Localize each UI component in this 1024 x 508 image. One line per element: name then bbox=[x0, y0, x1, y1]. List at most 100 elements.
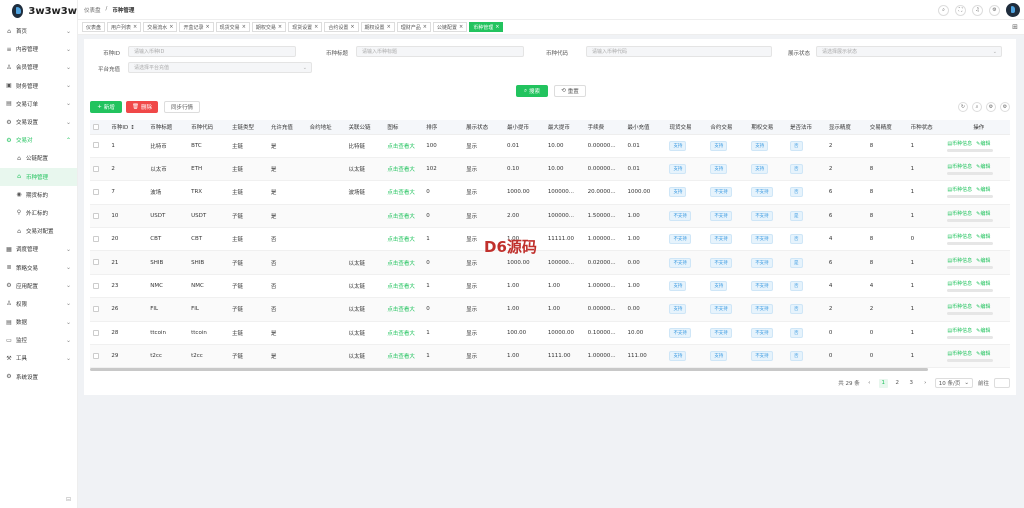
sidebar-item-5[interactable]: ⚙ 交易设置 ⌄ bbox=[0, 113, 77, 131]
edit-button[interactable]: ✎编辑 bbox=[976, 210, 990, 217]
search-icon[interactable]: ⌕ bbox=[938, 4, 949, 16]
settings-icon[interactable]: ⚙ bbox=[989, 4, 1000, 16]
tab-4[interactable]: 现货交易 × bbox=[215, 22, 250, 32]
view-icon-link[interactable]: 点击查看大 bbox=[387, 143, 415, 150]
view-icon-link[interactable]: 点击查看大 bbox=[387, 237, 415, 244]
coin-info-button[interactable]: ▤币种信息 bbox=[947, 327, 972, 334]
view-icon-link[interactable]: 点击查看大 bbox=[387, 260, 415, 267]
sidebar-item-8[interactable]: ⌂ 币种管理 bbox=[0, 167, 77, 186]
view-icon-link[interactable]: 点击查看大 bbox=[387, 330, 415, 337]
page-number[interactable]: 2 bbox=[895, 380, 900, 386]
row-checkbox[interactable] bbox=[93, 282, 99, 289]
coin-code-input[interactable]: 请输入币种代码 bbox=[586, 46, 772, 57]
edit-button[interactable]: ✎编辑 bbox=[976, 186, 990, 193]
sidebar-item-7[interactable]: ⌂ 公链配置 bbox=[0, 149, 77, 167]
table-row[interactable]: 21 SHIB SHIB 子链 否 以太链 点击查看大 0 显示 1000.00 100000...… bbox=[90, 250, 1010, 275]
notification-icon[interactable]: ♫ bbox=[972, 4, 983, 16]
edit-button[interactable]: ✎编辑 bbox=[976, 257, 990, 264]
edit-button[interactable]: ✎编辑 bbox=[976, 350, 990, 357]
logo[interactable]: 3w3w3w bbox=[0, 0, 77, 22]
next-page-icon[interactable]: › bbox=[924, 380, 927, 386]
sidebar-item-11[interactable]: ⌂ 交易对配置 bbox=[0, 222, 77, 240]
table-row[interactable]: 1 比特币 BTC 主链 是 比特链 点击查看大 100 显示 0.01 10.00 0.00000.… bbox=[90, 134, 1010, 158]
table-settings-icon[interactable]: ⚙ bbox=[1000, 102, 1010, 112]
view-icon-link[interactable]: 点击查看大 bbox=[387, 307, 415, 314]
coin-info-button[interactable]: ▤币种信息 bbox=[947, 186, 972, 193]
table-row[interactable]: 20 CBT CBT 主链 否 点击查看大 1 显示 1.00 11111.00 1.00000..… bbox=[90, 227, 1010, 252]
sidebar-item-9[interactable]: ◉ 期货标的 bbox=[0, 186, 77, 204]
coin-info-button[interactable]: ▤币种信息 bbox=[947, 163, 972, 170]
sidebar-item-4[interactable]: ▤ 交易订单 ⌄ bbox=[0, 95, 77, 113]
tab-3[interactable]: 开盒记录 × bbox=[179, 22, 214, 32]
columns-icon[interactable]: ⚙ bbox=[986, 102, 996, 112]
tabs-menu-icon[interactable]: ⊞ bbox=[1012, 23, 1018, 31]
table-row[interactable]: 10 USDT USDT 子链 是 点击查看大 0 显示 2.00 100000... 1.5000… bbox=[90, 204, 1010, 229]
row-checkbox[interactable] bbox=[93, 165, 99, 172]
close-icon[interactable]: × bbox=[205, 24, 210, 30]
sidebar-item-10[interactable]: ⚲ 外汇标的 bbox=[0, 204, 77, 222]
page-number[interactable]: 1 bbox=[878, 378, 888, 388]
close-icon[interactable]: × bbox=[169, 24, 174, 30]
refresh-icon[interactable]: ↻ bbox=[958, 102, 968, 112]
sidebar-item-2[interactable]: ♙ 会员管理 ⌄ bbox=[0, 58, 77, 76]
column-header[interactable]: 币种ID ↕ bbox=[108, 120, 148, 135]
tab-10[interactable]: 公链配置 × bbox=[432, 22, 468, 32]
reset-button[interactable]: ⟲ 重置 bbox=[554, 85, 586, 97]
tab-6[interactable]: 现货设置 × bbox=[288, 22, 323, 32]
table-row[interactable]: 28 ttcoin ttcoin 主链 是 以太链 点击查看大 1 显示 100.00 10000.… bbox=[90, 321, 1010, 346]
row-checkbox[interactable] bbox=[93, 329, 99, 336]
coin-info-button[interactable]: ▤币种信息 bbox=[947, 303, 972, 310]
close-icon[interactable]: × bbox=[495, 24, 500, 30]
table-row[interactable]: 7 波场 TRX 主链 是 波场链 点击查看大 0 显示 1000.00 100000... 20.0… bbox=[90, 180, 1010, 205]
edit-button[interactable]: ✎编辑 bbox=[976, 303, 990, 310]
platform-deposit-select[interactable]: 请选择平台充值 ⌄ bbox=[128, 62, 312, 73]
tab-1[interactable]: 用户列表 × bbox=[107, 22, 142, 32]
view-icon-link[interactable]: 点击查看大 bbox=[387, 167, 415, 174]
view-icon-link[interactable]: 点击查看大 bbox=[387, 284, 415, 291]
sidebar-item-19[interactable]: ⚙ 系统设置 bbox=[0, 368, 77, 386]
close-icon[interactable]: × bbox=[277, 24, 283, 30]
close-icon[interactable]: × bbox=[314, 24, 319, 30]
sidebar-item-18[interactable]: ⚒ 工具 ⌄ bbox=[0, 349, 77, 367]
close-icon[interactable]: × bbox=[350, 24, 355, 30]
row-checkbox[interactable] bbox=[93, 142, 99, 149]
display-status-select[interactable]: 请选择展示状态 ⌄ bbox=[816, 46, 1002, 57]
prev-page-icon[interactable]: ‹ bbox=[868, 380, 871, 386]
tab-5[interactable]: 期权交易 × bbox=[251, 22, 287, 32]
add-button[interactable]: + 新增 bbox=[90, 101, 122, 113]
delete-button[interactable]: 🗑 删除 bbox=[126, 101, 158, 113]
edit-button[interactable]: ✎编辑 bbox=[976, 280, 990, 287]
edit-button[interactable]: ✎编辑 bbox=[976, 140, 990, 147]
sidebar-item-0[interactable]: ⌂ 首页 ⌄ bbox=[0, 22, 77, 40]
sync-quotes-button[interactable]: 同步行情 bbox=[164, 101, 200, 113]
tab-2[interactable]: 交易流水 × bbox=[143, 22, 178, 32]
close-icon[interactable]: × bbox=[459, 24, 464, 30]
close-icon[interactable]: × bbox=[241, 24, 246, 30]
coin-info-button[interactable]: ▤币种信息 bbox=[947, 350, 972, 357]
view-icon-link[interactable]: 点击查看大 bbox=[387, 190, 415, 197]
edit-button[interactable]: ✎编辑 bbox=[976, 327, 990, 334]
coin-id-input[interactable]: 请输入币种ID bbox=[128, 46, 296, 57]
table-row[interactable]: 23 NMC NMC 子链 否 以太链 点击查看大 1 显示 1.00 1.00 1.00000...… bbox=[90, 274, 1010, 299]
avatar[interactable] bbox=[1006, 3, 1020, 17]
sidebar-item-12[interactable]: ▦ 调度管理 ⌄ bbox=[0, 240, 77, 258]
tab-0[interactable]: 仪表盘 bbox=[82, 22, 106, 32]
select-all-checkbox[interactable] bbox=[93, 123, 99, 130]
edit-button[interactable]: ✎编辑 bbox=[976, 233, 990, 240]
breadcrumb-home[interactable]: 仪表盘 bbox=[84, 7, 101, 14]
row-checkbox[interactable] bbox=[93, 306, 99, 313]
sidebar-item-16[interactable]: ▤ 数据 ⌄ bbox=[0, 313, 77, 331]
sidebar-item-13[interactable]: ≣ 策略交易 ⌄ bbox=[0, 258, 77, 276]
sort-icon[interactable]: ↕ bbox=[130, 124, 135, 131]
search-toggle-icon[interactable]: ⌕ bbox=[972, 102, 982, 112]
table-row[interactable]: 2 以太币 ETH 主链 是 以太链 点击查看大 102 显示 0.10 10.00 0.00000.… bbox=[90, 157, 1010, 182]
row-checkbox[interactable] bbox=[93, 352, 99, 359]
sidebar-item-15[interactable]: ♙ 权限 ⌄ bbox=[0, 295, 77, 313]
row-checkbox[interactable] bbox=[93, 259, 99, 266]
table-row[interactable]: 29 t2cc t2cc 子链是以太链 点击查看大 1 显示 1.00 1111.00 1.000… bbox=[90, 344, 1010, 369]
row-checkbox[interactable] bbox=[93, 236, 99, 242]
coin-info-button[interactable]: ▤币种信息 bbox=[947, 140, 972, 147]
horizontal-scrollbar[interactable] bbox=[90, 368, 928, 371]
fullscreen-icon[interactable]: ⛶ bbox=[955, 4, 966, 16]
tab-7[interactable]: 合约设置 × bbox=[324, 22, 359, 32]
